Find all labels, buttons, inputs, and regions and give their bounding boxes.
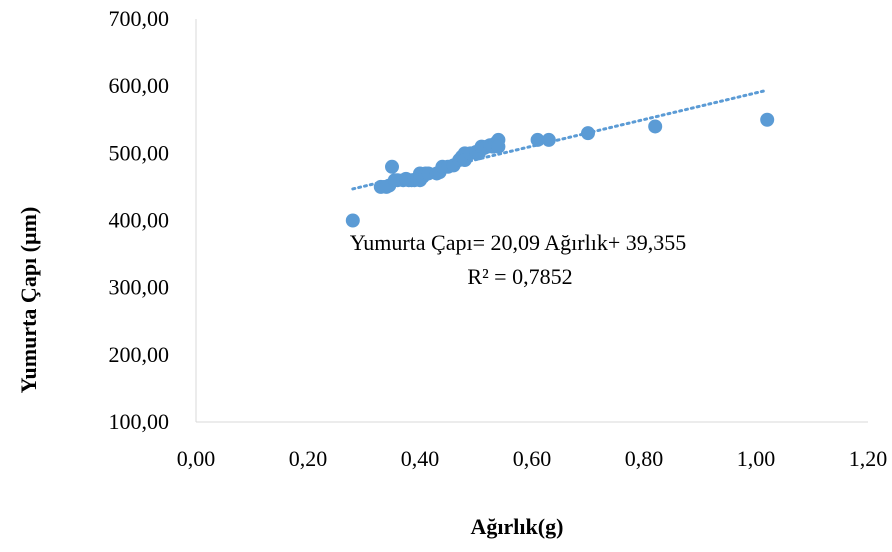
data-point: [385, 159, 399, 174]
x-axis-title: Ağırlık(g): [471, 514, 564, 539]
data-point: [530, 132, 545, 147]
x-tick-label: 0,00: [177, 446, 216, 471]
y-tick-label: 400,00: [109, 208, 170, 233]
x-tick-label: 0,60: [513, 446, 552, 471]
x-tick-label: 0,40: [401, 446, 440, 471]
trendline-r2: R² = 0,7852: [467, 264, 572, 289]
data-points: [345, 112, 775, 228]
x-tick-label: 0,20: [289, 446, 328, 471]
y-tick-label: 600,00: [109, 73, 170, 98]
y-tick-label: 300,00: [109, 275, 170, 300]
axes: [195, 19, 868, 423]
data-point: [648, 119, 663, 134]
y-axis-title: Yumurta Çapı (µm): [16, 207, 41, 394]
y-tick-label: 200,00: [109, 342, 170, 367]
y-tick-labels: 100,00 200,00 300,00 400,00 500,00 600,00 700,…: [109, 6, 170, 434]
data-point: [491, 139, 506, 154]
data-point: [581, 126, 595, 141]
x-tick-labels: 0,00 0,20 0,40 0,60 0,80 1,00 1,20: [177, 446, 888, 471]
y-tick-label: 700,00: [109, 6, 170, 31]
x-tick-label: 1,20: [849, 446, 888, 471]
y-tick-label: 500,00: [109, 140, 170, 165]
trendline-equation: Yumurta Çapı= 20,09 Ağırlık+ 39,355: [350, 230, 686, 255]
x-tick-label: 1,00: [737, 446, 776, 471]
data-point: [760, 112, 775, 127]
data-point: [541, 132, 556, 147]
y-tick-label: 100,00: [109, 409, 170, 434]
data-point: [345, 213, 360, 228]
x-tick-label: 0,80: [625, 446, 664, 471]
